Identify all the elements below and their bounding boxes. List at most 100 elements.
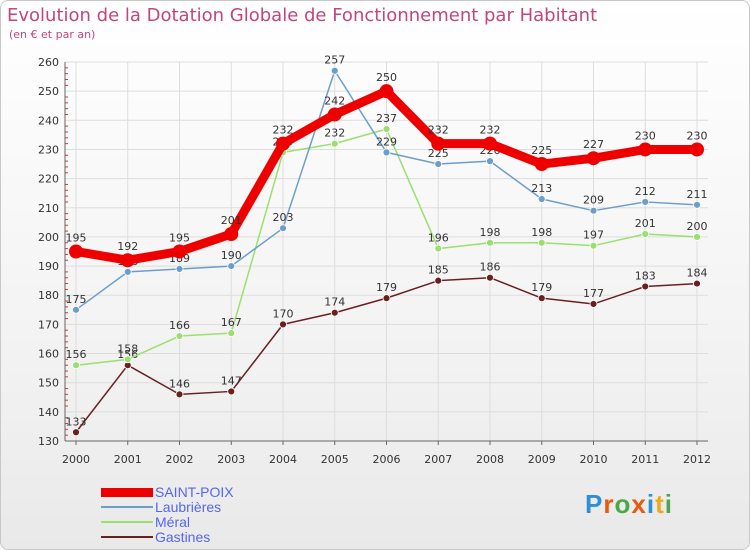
logo-letter: i — [646, 489, 656, 519]
data-point — [693, 279, 701, 288]
chart-title: Evolution de la Dotation Globale de Fonc… — [7, 5, 598, 26]
data-point — [431, 136, 446, 151]
data-label: 211 — [687, 188, 708, 201]
series-saint-poix: 195 192 195 201 232 242 250 232 232 225 227 230 230 — [66, 71, 708, 268]
data-point — [72, 428, 80, 437]
data-label: 195 — [66, 232, 87, 245]
y-tick-label: 160 — [38, 348, 59, 361]
x-tick-label: 2007 — [424, 453, 452, 466]
x-tick-label: 2000 — [62, 453, 90, 466]
data-label: 200 — [687, 220, 708, 233]
data-label: 184 — [687, 267, 708, 280]
logo-letter: o — [614, 489, 632, 519]
data-point — [69, 244, 83, 259]
data-label: 229 — [376, 135, 397, 148]
x-tick-label: 2002 — [166, 453, 194, 466]
data-point — [123, 268, 132, 276]
logo-letter: i — [664, 489, 673, 519]
x-tick-label: 2004 — [269, 453, 297, 466]
data-label: 232 — [324, 127, 345, 140]
data-label: 156 — [66, 348, 87, 361]
data-label: 232 — [480, 124, 501, 137]
data-point — [279, 320, 287, 329]
data-label: 230 — [635, 129, 656, 142]
data-point — [486, 238, 494, 247]
y-tick-label: 190 — [38, 260, 59, 273]
data-point — [537, 238, 546, 247]
legend-swatch — [101, 521, 153, 523]
data-point — [227, 329, 236, 338]
legend-swatch — [101, 487, 153, 497]
data-point — [279, 224, 287, 233]
data-point — [638, 142, 653, 157]
y-tick-label: 150 — [38, 377, 59, 390]
data-point — [72, 361, 80, 370]
data-label: 198 — [480, 226, 501, 239]
data-label: 196 — [428, 232, 449, 245]
data-point — [227, 262, 236, 270]
y-tick-label: 180 — [38, 289, 59, 302]
data-point — [589, 206, 598, 215]
data-label: 232 — [428, 124, 449, 137]
data-point — [120, 253, 135, 268]
data-label: 133 — [66, 415, 87, 428]
data-point — [641, 198, 650, 206]
data-label: 225 — [428, 147, 449, 160]
data-label: 186 — [480, 261, 501, 274]
data-point — [693, 200, 701, 209]
y-tick-label: 220 — [38, 173, 59, 186]
data-point — [641, 282, 650, 291]
x-tick-label: 2011 — [631, 453, 659, 466]
legend-label: Méral — [155, 514, 191, 530]
data-label: 190 — [221, 249, 242, 262]
data-point — [330, 139, 339, 148]
data-label: 242 — [324, 94, 345, 107]
data-label: 183 — [635, 269, 656, 282]
logo-letter: t — [655, 489, 665, 519]
data-point — [379, 84, 394, 99]
data-label: 212 — [635, 185, 656, 198]
y-tick-label: 240 — [38, 114, 59, 127]
x-tick-label: 2006 — [373, 453, 401, 466]
series-gastines: 133 156 146 147 170 174 179 185 186 179 177 183 184 — [66, 261, 708, 437]
data-label: 197 — [583, 229, 604, 242]
data-point — [641, 230, 650, 238]
data-point — [483, 136, 497, 151]
data-point — [172, 244, 187, 259]
data-point — [330, 308, 339, 317]
data-point — [327, 107, 342, 122]
data-point — [434, 244, 443, 253]
x-tick-label: 2001 — [114, 453, 142, 466]
data-point — [72, 305, 80, 314]
y-tick-label: 140 — [38, 406, 59, 419]
series-laubri-res: 175188189190203257229225226213209212211 — [66, 54, 708, 314]
data-label: 201 — [635, 217, 656, 230]
data-label: 198 — [531, 226, 552, 239]
logo-letter: r — [603, 489, 615, 519]
data-label: 166 — [169, 319, 190, 332]
legend-swatch — [101, 506, 153, 508]
data-point — [224, 227, 239, 242]
data-point — [382, 294, 391, 303]
data-point — [434, 276, 443, 285]
data-label: 203 — [273, 211, 294, 224]
data-label: 209 — [583, 194, 604, 207]
data-label: 225 — [531, 144, 552, 157]
data-point — [175, 332, 184, 340]
x-tick-label: 2010 — [580, 453, 608, 466]
data-point — [330, 66, 339, 75]
proxiti-logo: Proxiti — [585, 489, 673, 520]
x-tick-label: 2005 — [321, 453, 349, 466]
data-label: 179 — [531, 281, 552, 294]
data-point — [589, 241, 598, 250]
data-point — [276, 136, 290, 151]
y-tick-label: 130 — [38, 435, 59, 448]
legend-swatch — [101, 536, 153, 538]
legend-label: Laubrières — [155, 499, 222, 515]
y-tick-label: 250 — [38, 85, 59, 98]
legend-label: Gastines — [155, 529, 211, 545]
data-label: 227 — [583, 138, 604, 151]
data-label: 230 — [687, 129, 708, 142]
data-point — [537, 294, 546, 303]
